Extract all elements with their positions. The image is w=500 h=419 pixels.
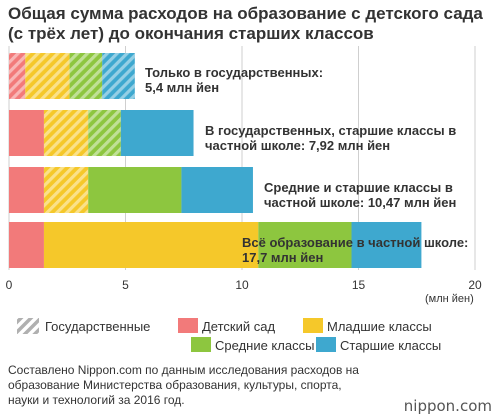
legend-label-public: Государственные — [45, 319, 151, 334]
x-tick-label-5: 5 — [122, 278, 129, 292]
bar-segment-2-0 — [9, 167, 44, 213]
bar-segment-2-3 — [181, 167, 253, 213]
bar-segment-hatch-1-2 — [88, 110, 121, 156]
source-note: Составлено Nippon.com по данным исследов… — [8, 363, 359, 407]
bar-segment-3-0 — [9, 222, 44, 268]
legend-swatch-high — [316, 337, 336, 352]
x-tick-label-10: 10 — [235, 278, 249, 292]
x-tick-label-0: 0 — [6, 278, 13, 292]
legend-label-middle: Средние классы — [215, 338, 315, 353]
legend-swatch-kindergarten — [178, 318, 198, 333]
stacked-bar-chart: 0 5 10 15 20 — [6, 46, 482, 352]
bar-segment-1-3 — [120, 110, 194, 156]
bar-segment-hatch-0-2 — [69, 53, 103, 99]
annotation-private-middle-high: Средние и старшие классы в частной школе… — [264, 180, 457, 210]
legend-label-high: Старшие классы — [340, 338, 442, 353]
bar-segment-1-0 — [9, 110, 44, 156]
legend-swatch-elementary — [303, 318, 323, 333]
bar-segment-hatch-0-1 — [25, 53, 70, 99]
annotation-private-high: В государственных, старшие классы в част… — [205, 123, 457, 153]
bar-segment-hatch-1-1 — [43, 110, 89, 156]
legend-swatch-public — [17, 318, 39, 334]
x-tick-label-15: 15 — [352, 278, 366, 292]
chart-title: Общая сумма расходов на образование с де… — [8, 4, 483, 43]
bar-segment-hatch-0-3 — [102, 53, 135, 99]
annotation-all-private: Всё образование в частной школе: 17,7 мл… — [242, 235, 469, 265]
x-tick-label-20: 20 — [468, 278, 482, 292]
brand-logo: nippon.com — [403, 397, 492, 415]
legend-label-elementary: Младшие классы — [327, 319, 432, 334]
bar-segment-3-2 — [258, 222, 352, 268]
x-axis-unit-label: (млн йен) — [425, 293, 474, 305]
bar-segment-hatch-0-0 — [9, 53, 26, 99]
annotation-public-only: Только в государственных: 5,4 млн йен — [145, 65, 324, 95]
legend-label-kindergarten: Детский сад — [202, 319, 276, 334]
legend-swatch-middle — [191, 337, 211, 352]
bar-segment-hatch-2-1 — [43, 167, 89, 213]
bar-segment-3-1 — [43, 222, 259, 268]
bar-segment-2-2 — [88, 167, 182, 213]
bar-segment-3-3 — [351, 222, 422, 268]
